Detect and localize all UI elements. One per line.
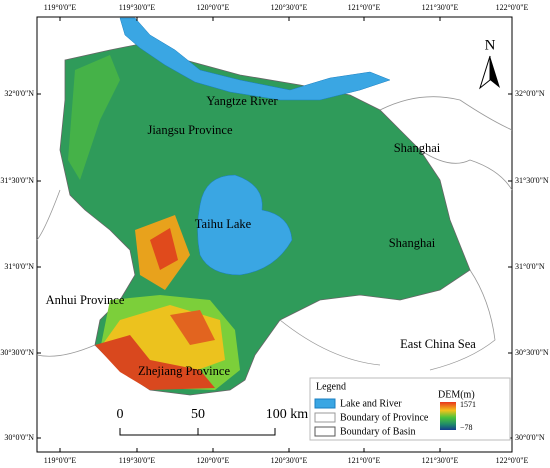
bottom-axis-label: 120°0'0"E [197, 456, 230, 465]
top-axis-label: 121°0'0"E [348, 3, 381, 12]
top-axis-label: 120°30'0"E [271, 3, 308, 12]
bottom-axis-label: 122°0'0"E [496, 456, 529, 465]
place-label: Taihu Lake [195, 217, 252, 231]
bottom-axis-label: 121°30'0"E [422, 456, 459, 465]
legend-item: Boundary of Basin [340, 426, 416, 437]
left-axis-label: 30°0'0"N [4, 433, 34, 442]
left-axis-label: 32°0'0"N [4, 89, 34, 98]
dem-min: −78 [460, 423, 473, 432]
place-label: Shanghai [389, 236, 436, 250]
scale-label: 0 [117, 407, 124, 422]
right-axis-label: 31°30'0"N [515, 176, 549, 185]
axes: 119°0'0"E 119°0'0"E 119°30'0"E 119°30'0"E 12… [0, 3, 549, 465]
right-axis-label: 31°0'0"N [515, 262, 545, 271]
dem-title: DEM(m) [438, 389, 475, 400]
top-axis-label: 119°30'0"E [119, 3, 156, 12]
legend-item: Lake and River [340, 398, 402, 409]
place-label: Shanghai [394, 141, 441, 155]
right-axis-label: 32°0'0"N [515, 89, 545, 98]
top-axis-label: 122°0'0"E [496, 3, 529, 12]
right-axis-label: 30°30'0"N [515, 348, 549, 357]
scale-label: 100 km [266, 407, 309, 422]
bottom-axis-label: 121°0'0"E [348, 456, 381, 465]
top-axis-label: 119°0'0"E [44, 3, 77, 12]
north-arrow: N [479, 37, 500, 90]
place-label: Anhui Province [46, 293, 125, 307]
place-label: Jiangsu Province [147, 123, 233, 137]
legend-item: Boundary of Province [340, 412, 429, 423]
left-axis-label: 30°30'0"N [0, 348, 34, 357]
scale-bar: 0 50 100 km [117, 407, 309, 436]
terrain [68, 55, 240, 390]
place-labels: Yangtze River Jiangsu Province Shanghai Tai… [46, 94, 477, 378]
place-label: East China Sea [400, 337, 476, 351]
left-axis-label: 31°0'0"N [4, 262, 34, 271]
scale-label: 50 [191, 407, 205, 422]
bottom-axis-label: 120°30'0"E [271, 456, 308, 465]
top-axis-label: 121°30'0"E [422, 3, 459, 12]
bottom-axis-label: 119°0'0"E [44, 456, 77, 465]
place-label: Yangtze River [206, 94, 278, 108]
top-axis-label: 120°0'0"E [197, 3, 230, 12]
legend-title: Legend [316, 381, 346, 392]
right-axis-label: 30°0'0"N [515, 433, 545, 442]
dem-max: 1571 [460, 400, 476, 409]
bottom-axis-label: 119°30'0"E [119, 456, 156, 465]
lake-and-river [119, 17, 391, 276]
north-label: N [485, 37, 496, 53]
legend: Legend Lake and River Boundary of Provin… [309, 377, 511, 441]
place-label: Zhejiang Province [138, 364, 230, 378]
left-axis-label: 31°30'0"N [0, 176, 34, 185]
